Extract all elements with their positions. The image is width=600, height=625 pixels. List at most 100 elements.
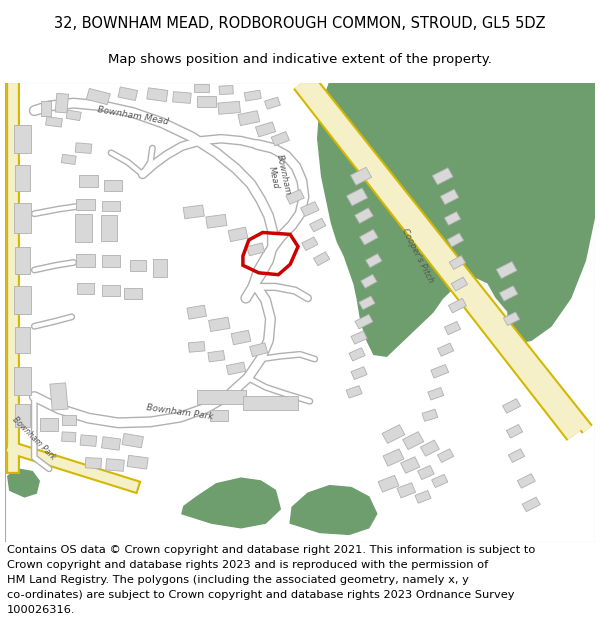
- Bar: [102, 201, 120, 211]
- Bar: [361, 274, 377, 288]
- Bar: [418, 466, 434, 479]
- Bar: [40, 418, 58, 431]
- Bar: [14, 248, 31, 274]
- Bar: [250, 342, 268, 357]
- Bar: [310, 218, 326, 232]
- Polygon shape: [182, 478, 280, 528]
- Bar: [447, 233, 464, 247]
- Bar: [244, 396, 298, 410]
- Bar: [503, 399, 521, 413]
- Bar: [355, 208, 373, 223]
- Bar: [522, 497, 540, 512]
- Bar: [403, 432, 424, 449]
- Bar: [286, 189, 304, 204]
- Bar: [451, 277, 467, 291]
- Bar: [448, 298, 466, 313]
- Bar: [397, 482, 416, 498]
- Bar: [231, 330, 251, 345]
- Bar: [75, 142, 92, 154]
- Bar: [313, 252, 330, 266]
- Bar: [365, 254, 382, 268]
- Bar: [351, 331, 367, 344]
- Bar: [506, 424, 523, 438]
- Text: Bownham Park: Bownham Park: [146, 403, 214, 422]
- Bar: [208, 351, 225, 362]
- Bar: [77, 283, 94, 294]
- Bar: [147, 88, 168, 102]
- Bar: [346, 386, 362, 398]
- Bar: [449, 256, 466, 269]
- Bar: [359, 229, 378, 245]
- Bar: [130, 259, 146, 271]
- Bar: [359, 296, 375, 309]
- Bar: [401, 457, 420, 473]
- Polygon shape: [318, 82, 595, 356]
- Bar: [431, 474, 448, 488]
- Polygon shape: [495, 82, 595, 317]
- Bar: [301, 202, 319, 216]
- Bar: [431, 364, 449, 378]
- Bar: [197, 96, 217, 107]
- Bar: [503, 312, 520, 326]
- Text: co-ordinates) are subject to Crown copyright and database rights 2023 Ordnance S: co-ordinates) are subject to Crown copyr…: [7, 590, 515, 600]
- Bar: [437, 343, 454, 356]
- Bar: [102, 254, 120, 267]
- Bar: [188, 341, 205, 352]
- Bar: [508, 449, 524, 462]
- Bar: [421, 440, 439, 456]
- Bar: [218, 101, 241, 114]
- Bar: [194, 84, 209, 92]
- Bar: [101, 214, 117, 241]
- Bar: [14, 165, 31, 191]
- Text: Cooper's Pitch: Cooper's Pitch: [400, 228, 436, 284]
- Polygon shape: [452, 279, 506, 345]
- Bar: [104, 181, 122, 191]
- Bar: [383, 449, 404, 466]
- Bar: [350, 168, 371, 185]
- Bar: [14, 328, 31, 354]
- Bar: [226, 362, 246, 375]
- Bar: [101, 437, 121, 450]
- Bar: [422, 409, 438, 421]
- Bar: [85, 458, 101, 469]
- Bar: [154, 259, 167, 278]
- Bar: [499, 286, 518, 301]
- Bar: [437, 449, 454, 462]
- Bar: [122, 434, 143, 447]
- Bar: [61, 154, 76, 164]
- Bar: [197, 389, 246, 404]
- Bar: [127, 455, 148, 469]
- Bar: [55, 93, 68, 113]
- Bar: [79, 175, 98, 186]
- Bar: [124, 288, 142, 299]
- Bar: [415, 491, 431, 503]
- Text: Map shows position and indicative extent of the property.: Map shows position and indicative extent…: [108, 54, 492, 66]
- Bar: [206, 214, 227, 228]
- Bar: [183, 205, 204, 219]
- Text: Contains OS data © Crown copyright and database right 2021. This information is : Contains OS data © Crown copyright and d…: [7, 545, 536, 555]
- Bar: [346, 188, 368, 206]
- Bar: [74, 214, 92, 242]
- Bar: [440, 189, 459, 204]
- Bar: [238, 111, 260, 126]
- Bar: [66, 110, 81, 121]
- Text: HM Land Registry. The polygons (including the associated geometry, namely x, y: HM Land Registry. The polygons (includin…: [7, 575, 469, 585]
- Bar: [349, 348, 365, 361]
- Text: 32, BOWNHAM MEAD, RODBOROUGH COMMON, STROUD, GL5 5DZ: 32, BOWNHAM MEAD, RODBOROUGH COMMON, STR…: [54, 16, 546, 31]
- Bar: [173, 92, 191, 103]
- Polygon shape: [8, 469, 39, 497]
- Bar: [187, 305, 206, 319]
- Text: 100026316.: 100026316.: [7, 605, 76, 615]
- Bar: [80, 435, 97, 446]
- Bar: [382, 425, 405, 443]
- Text: Bownham Park: Bownham Park: [11, 416, 58, 462]
- Text: Crown copyright and database rights 2023 and is reproduced with the permission o: Crown copyright and database rights 2023…: [7, 560, 488, 570]
- Bar: [265, 97, 280, 109]
- Bar: [76, 254, 95, 267]
- Bar: [76, 199, 95, 210]
- Bar: [445, 321, 461, 335]
- Bar: [496, 261, 517, 279]
- Bar: [247, 243, 265, 256]
- Bar: [302, 237, 318, 251]
- Text: Bownham Mead: Bownham Mead: [97, 104, 169, 126]
